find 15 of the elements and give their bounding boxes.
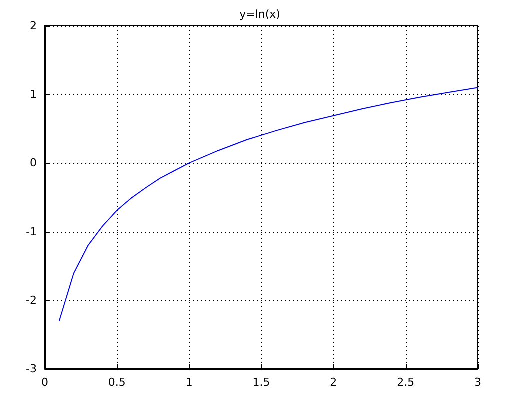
y-tick-label: 1 bbox=[30, 88, 37, 102]
x-tick-label: 1.5 bbox=[252, 376, 270, 389]
x-tick-label: 3 bbox=[474, 376, 482, 389]
y-tick-label: -2 bbox=[26, 294, 37, 307]
x-tick-label: 0 bbox=[42, 376, 48, 389]
x-tick-label: 2 bbox=[330, 376, 338, 389]
x-tick-label: 1 bbox=[186, 376, 193, 389]
x-tick-label: 0.5 bbox=[108, 376, 126, 389]
chart-title: y=ln(x) bbox=[240, 8, 280, 21]
line-series bbox=[58, 87, 478, 322]
y-tick-label: 0 bbox=[30, 156, 37, 170]
y-tick-label: -1 bbox=[26, 225, 37, 238]
x-tick-label: 2.5 bbox=[397, 376, 415, 389]
y-tick-label: -3 bbox=[26, 362, 37, 376]
y-tick-label: 2 bbox=[30, 20, 37, 32]
